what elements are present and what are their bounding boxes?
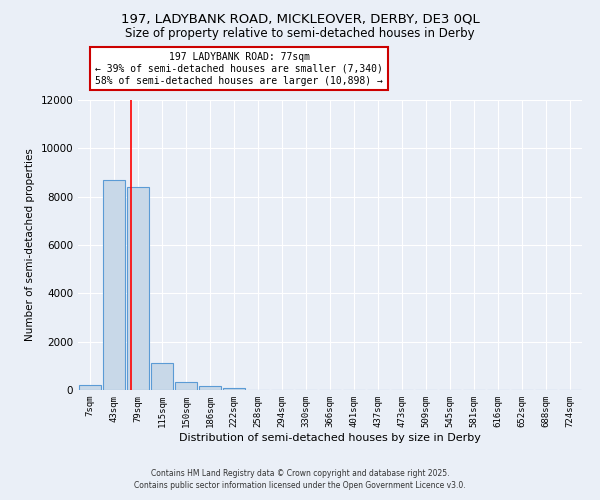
Bar — [199, 386, 221, 390]
Text: Size of property relative to semi-detached houses in Derby: Size of property relative to semi-detach… — [125, 28, 475, 40]
Bar — [103, 180, 125, 390]
X-axis label: Distribution of semi-detached houses by size in Derby: Distribution of semi-detached houses by … — [179, 432, 481, 442]
Y-axis label: Number of semi-detached properties: Number of semi-detached properties — [25, 148, 35, 342]
Bar — [175, 382, 197, 390]
Text: 197, LADYBANK ROAD, MICKLEOVER, DERBY, DE3 0QL: 197, LADYBANK ROAD, MICKLEOVER, DERBY, D… — [121, 12, 479, 26]
Text: Contains HM Land Registry data © Crown copyright and database right 2025.: Contains HM Land Registry data © Crown c… — [151, 468, 449, 477]
Text: 197 LADYBANK ROAD: 77sqm
← 39% of semi-detached houses are smaller (7,340)
58% o: 197 LADYBANK ROAD: 77sqm ← 39% of semi-d… — [95, 52, 383, 86]
Bar — [127, 187, 149, 390]
Bar — [223, 388, 245, 390]
Bar — [79, 385, 101, 390]
Bar — [151, 364, 173, 390]
Text: Contains public sector information licensed under the Open Government Licence v3: Contains public sector information licen… — [134, 481, 466, 490]
